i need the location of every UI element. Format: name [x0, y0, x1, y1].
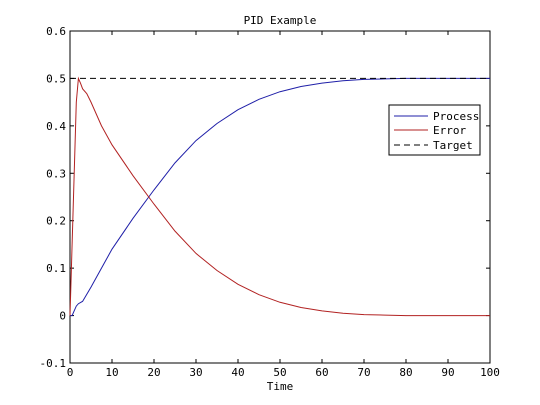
- x-axis-label: Time: [267, 380, 294, 393]
- x-tick-label: 90: [441, 366, 454, 379]
- series-line-process: [70, 77, 490, 317]
- series-line-error: [69, 76, 490, 317]
- legend-label-process: Process: [433, 110, 479, 123]
- y-tick-label: 0.2: [46, 215, 66, 228]
- y-tick-label: 0: [59, 310, 66, 323]
- x-tick-label: 70: [357, 366, 370, 379]
- x-tick-label: 80: [399, 366, 412, 379]
- axis-ticks: 0 10 20 30 40 50 60 70 80 90 100-0.100.10.20.30.40…: [40, 25, 500, 379]
- x-tick-label: 0: [67, 366, 74, 379]
- x-tick-label: 100: [480, 366, 500, 379]
- x-tick-label: 20: [147, 366, 160, 379]
- plot-area: [69, 30, 491, 364]
- x-tick-label: 10: [105, 366, 118, 379]
- y-tick-label: -0.1: [40, 357, 67, 370]
- legend-label-target: Target: [433, 139, 473, 152]
- chart-title: PID Example: [244, 14, 317, 27]
- y-tick-label: 0.6: [46, 25, 66, 38]
- series-lines: [69, 76, 490, 317]
- y-tick-label: 0.3: [46, 167, 66, 180]
- y-tick-label: 0.5: [46, 72, 66, 85]
- x-tick-label: 60: [315, 366, 328, 379]
- x-tick-label: 50: [273, 366, 286, 379]
- y-tick-label: 0.1: [46, 262, 66, 275]
- legend: Process Error Target: [388, 104, 481, 156]
- x-tick-label: 40: [231, 366, 244, 379]
- y-tick-label: 0.4: [46, 120, 66, 133]
- legend-label-error: Error: [433, 124, 466, 137]
- x-tick-label: 30: [189, 366, 202, 379]
